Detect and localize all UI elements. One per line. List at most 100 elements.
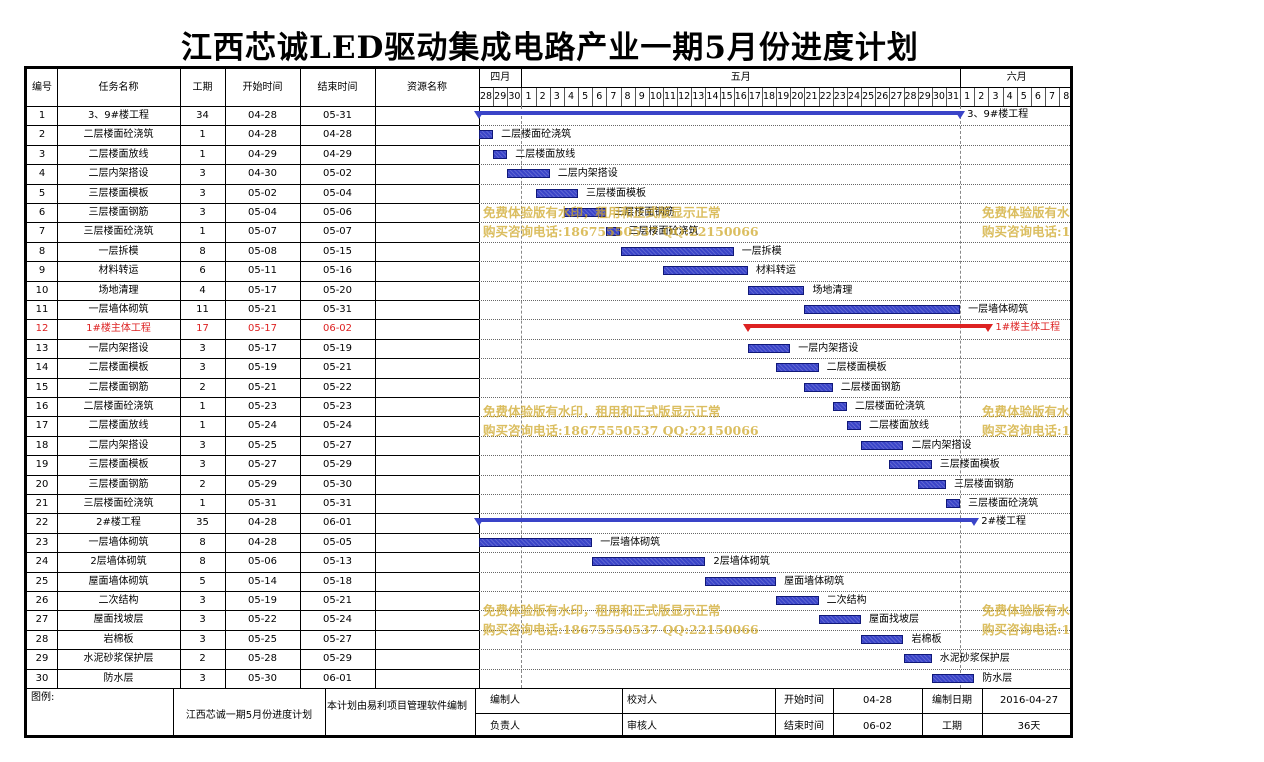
- day-divider: [974, 88, 976, 106]
- task-id: 13: [35, 342, 49, 354]
- compiler-label: 编制人: [490, 695, 520, 706]
- task-duration: 6: [199, 265, 206, 277]
- task-duration: 2: [199, 653, 206, 665]
- task-id: 16: [35, 401, 49, 412]
- bar-label: 三层楼面钢筋: [953, 478, 1014, 490]
- task-duration: 1: [199, 401, 206, 412]
- day-divider: [747, 88, 749, 106]
- day-divider: [719, 88, 721, 106]
- task-id: 30: [35, 672, 49, 684]
- task-end: 05-02: [322, 168, 353, 180]
- table-row-line: [27, 494, 479, 495]
- task-id: 26: [35, 595, 49, 606]
- duration-label: 工期: [942, 721, 962, 732]
- footer-divider: [833, 688, 834, 735]
- summary-bar: [479, 518, 975, 523]
- day-divider: [804, 88, 806, 106]
- task-start: 05-17: [247, 323, 278, 335]
- task-duration: 3: [199, 439, 206, 451]
- summary-start-marker: [474, 111, 484, 119]
- table-row-line: [27, 358, 479, 360]
- task-id: 2: [38, 129, 46, 141]
- task-id: 7: [38, 226, 46, 238]
- task-end: 05-22: [322, 381, 353, 393]
- table-row-line: [27, 513, 479, 515]
- task-bar: [507, 169, 550, 179]
- task-id: 24: [35, 556, 49, 568]
- bar-label: 二层楼面模板: [826, 362, 887, 374]
- task-id: 23: [35, 536, 49, 548]
- day-label: 7: [1049, 91, 1056, 102]
- task-start: 05-31: [247, 498, 278, 509]
- day-label: 28: [480, 91, 493, 102]
- day-label: 27: [890, 91, 903, 102]
- task-start: 05-17: [247, 342, 278, 354]
- gantt-row-line: [479, 435, 1070, 437]
- footer-divider: [475, 688, 476, 735]
- bar-label: 一层墙体砌筑: [968, 304, 1029, 315]
- day-divider: [875, 88, 877, 106]
- task-id: 20: [35, 478, 49, 490]
- task-name: 1#楼主体工程: [86, 323, 151, 335]
- day-divider: [832, 88, 834, 106]
- day-label: 21: [805, 91, 818, 102]
- bar-label: 二次结构: [826, 595, 867, 606]
- gantt-row-line: [479, 300, 1070, 301]
- task-name: 3、9#楼工程: [87, 110, 150, 121]
- day-divider: [691, 88, 693, 106]
- duration-value: 36天: [1017, 721, 1041, 732]
- day-label: 14: [706, 91, 719, 102]
- footer-divider: [173, 688, 174, 735]
- day-label: 8: [1063, 91, 1070, 102]
- gantt-row-line: [479, 222, 1070, 224]
- task-start: 04-28: [247, 536, 278, 548]
- month-label: 六月: [1006, 72, 1027, 83]
- day-label: 19: [777, 91, 790, 102]
- task-end: 06-02: [322, 323, 353, 335]
- bar-label: 一层内架搭设: [798, 342, 859, 354]
- task-end: 05-21: [322, 595, 353, 606]
- task-name: 二层内架搭设: [88, 439, 149, 451]
- day-label: 29: [918, 91, 931, 102]
- table-row-line: [27, 377, 479, 379]
- task-bar: [889, 460, 932, 470]
- day-divider: [620, 88, 622, 106]
- gantt-row-line: [479, 397, 1070, 398]
- day-divider: [507, 88, 509, 106]
- task-id: 18: [35, 439, 49, 451]
- day-label: 30: [508, 91, 521, 102]
- gantt-row-line: [479, 280, 1070, 282]
- day-label: 29: [494, 91, 507, 102]
- task-start: 05-08: [247, 245, 278, 257]
- bar-label: 二层楼面钢筋: [840, 381, 901, 393]
- task-end: 05-31: [322, 304, 353, 315]
- day-label: 20: [791, 91, 804, 102]
- task-id: 4: [38, 168, 46, 180]
- bar-label: 一层拆模: [741, 245, 782, 257]
- day-label: 10: [649, 91, 662, 102]
- day-divider: [493, 88, 495, 106]
- software-note: 本计划由易利项目管理软件编制: [327, 701, 467, 712]
- table-row-line: [27, 397, 479, 398]
- task-bar: [903, 654, 932, 664]
- day-divider: [988, 88, 990, 106]
- task-bar: [747, 343, 791, 353]
- task-name: 水泥砂浆保护层: [83, 653, 154, 665]
- task-start: 04-29: [247, 148, 278, 160]
- task-name: 二层楼面砼浇筑: [83, 129, 154, 141]
- bar-label: 水泥砂浆保护层: [939, 653, 1010, 665]
- footer-divider: [922, 688, 923, 735]
- day-divider: [662, 88, 664, 106]
- bar-label: 场地清理: [812, 284, 853, 296]
- day-label: 17: [748, 91, 761, 102]
- task-bar: [776, 363, 819, 373]
- day-divider: [578, 88, 580, 106]
- footer-mid-line: [475, 713, 1070, 714]
- column-header: 结束时间: [317, 82, 358, 93]
- task-end: 05-04: [322, 187, 353, 199]
- task-id: 17: [35, 420, 49, 432]
- task-bar: [479, 537, 593, 547]
- task-name: 一层内架搭设: [88, 342, 149, 354]
- gantt-row-line: [479, 125, 1070, 127]
- task-bar: [804, 305, 961, 314]
